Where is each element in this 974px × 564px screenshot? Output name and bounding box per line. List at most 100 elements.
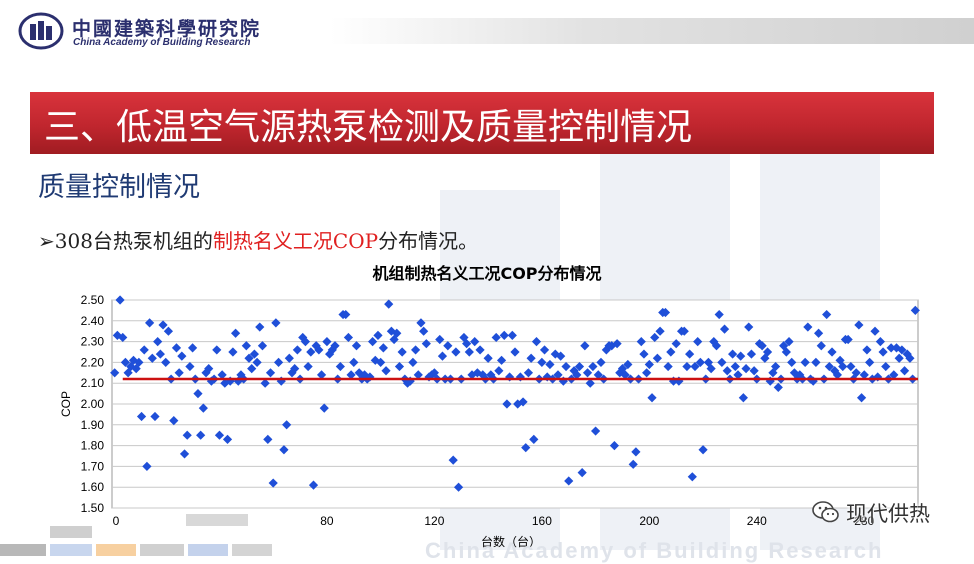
data-point [335,361,345,372]
y-tick-label: 1.60 [81,480,105,494]
data-point [550,349,560,359]
data-point [607,341,617,351]
data-point [843,334,853,345]
data-point [813,328,824,338]
data-point [300,337,311,347]
chart-title: 机组制热名义工况COP分布情况 [372,264,602,283]
data-point [580,341,590,351]
data-point [145,318,155,328]
data-point [174,368,184,378]
data-point [394,361,405,372]
data-point [620,370,630,380]
bullet-prefix: ➢308台热泵机组的 [38,229,213,253]
data-point [719,324,730,334]
data-point [443,341,453,351]
y-tick-label: 1.70 [81,459,105,473]
data-point [212,345,222,355]
data-point [483,353,493,363]
data-point [596,357,606,367]
organization-name-en: China Academy of Building Research [73,37,251,48]
data-point [875,337,885,347]
footer-color-block [0,544,46,556]
data-point [351,341,362,351]
data-point [220,378,230,388]
data-point [714,309,724,320]
data-point [856,393,867,403]
data-point [582,368,593,378]
data-point [671,339,681,349]
y-tick-label: 1.80 [81,439,105,453]
data-point [733,370,743,380]
data-point [435,334,445,345]
data-point [464,347,474,357]
data-point [389,334,399,345]
data-point [150,411,160,422]
data-point [827,347,837,357]
data-point [545,359,555,370]
data-point [513,399,523,409]
data-point [437,351,448,361]
data-point [448,455,458,465]
data-point [249,349,259,359]
data-point [666,347,676,357]
data-point [822,309,832,320]
data-point [188,343,198,353]
data-point [728,349,738,359]
data-point [537,357,547,367]
data-point [158,320,168,330]
data-point [147,353,157,363]
data-point [902,349,912,359]
data-point [816,341,826,351]
data-point [553,370,563,380]
y-tick-label: 2.20 [81,355,105,369]
data-point [196,430,206,440]
data-point [171,343,182,353]
data-point [542,372,552,382]
data-point [695,357,705,367]
data-point [749,366,759,376]
data-point [131,364,141,374]
data-point [381,366,391,376]
slide-title: 三、低温空气源热泵检测及质量控制情况 [44,107,693,148]
data-point [910,305,920,315]
data-point [284,353,294,363]
data-point [182,430,192,440]
data-point [491,332,501,343]
data-point [650,332,660,343]
footer-color-block [140,544,184,556]
data-point [838,361,848,372]
y-tick-label: 2.40 [81,314,105,328]
data-point [789,368,800,378]
data-point [214,430,225,440]
data-point [811,357,821,367]
data-point [591,426,601,436]
data-point [470,337,480,347]
data-point [179,449,190,459]
data-point [343,332,354,343]
data-point [682,361,692,372]
data-point [832,370,842,380]
x-tick-label: 120 [424,514,444,528]
data-point [564,476,574,486]
data-point [660,307,671,318]
x-tick-label: 280 [854,514,874,528]
data-point [693,337,703,347]
data-point [397,347,407,357]
data-point [703,357,714,367]
data-point [185,361,195,372]
data-point [854,320,864,330]
y-tick-label: 1.90 [81,418,105,432]
data-point [505,372,515,382]
data-point [865,357,875,367]
data-point [730,361,740,372]
data-point [314,345,324,355]
data-point [824,361,834,372]
data-point [636,337,646,347]
data-point [290,364,300,374]
data-point [803,322,813,332]
footer-color-block [50,526,92,538]
data-point [572,370,582,380]
data-point [830,366,840,376]
y-tick-label: 2.10 [81,376,105,390]
